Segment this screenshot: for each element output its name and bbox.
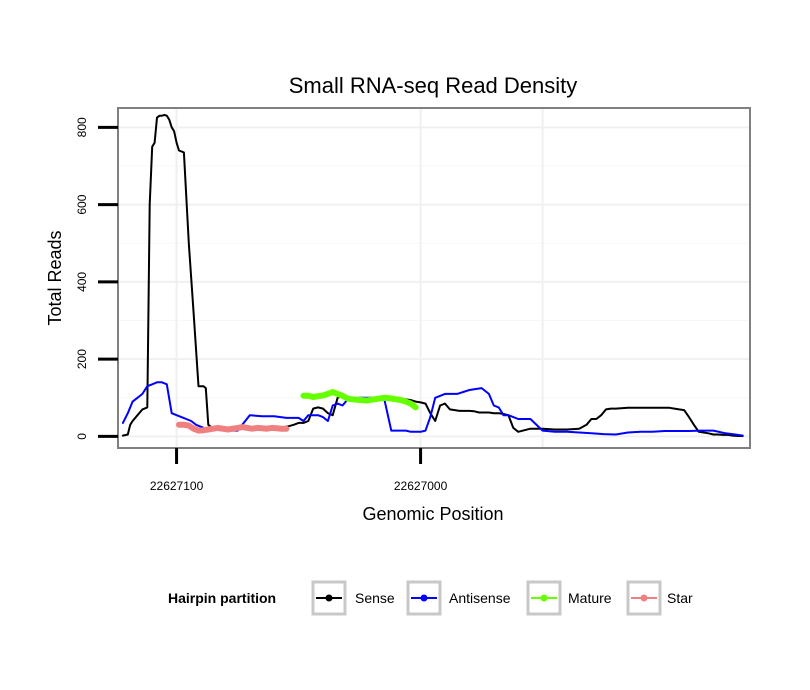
x-tick-label-22627100: 22627100 bbox=[150, 479, 204, 493]
legend-label-antisense: Antisense bbox=[449, 590, 511, 606]
x-axis-label: Genomic Position bbox=[362, 504, 503, 524]
y-tick-label-200: 200 bbox=[75, 349, 89, 369]
legend-item-mature: Mature bbox=[526, 580, 612, 616]
legend-item-star: Star bbox=[626, 580, 693, 616]
grid-lines bbox=[119, 109, 749, 447]
x-axis: 22627100 22627000 bbox=[150, 448, 448, 493]
legend: Hairpin partition Sense Antisense Mature St… bbox=[168, 580, 693, 616]
y-tick-label-800: 800 bbox=[75, 117, 89, 137]
legend-title: Hairpin partition bbox=[168, 590, 276, 606]
plot-panel bbox=[117, 107, 751, 449]
series-mature-line bbox=[300, 389, 419, 411]
legend-item-antisense: Antisense bbox=[406, 580, 511, 616]
legend-dot-sense bbox=[325, 594, 333, 602]
series-star-line bbox=[176, 421, 290, 434]
y-tick-label-600: 600 bbox=[75, 194, 89, 214]
legend-label-star: Star bbox=[667, 590, 693, 606]
plot-area bbox=[117, 107, 751, 449]
chart-title: Small RNA-seq Read Density bbox=[289, 73, 578, 98]
series-layer bbox=[121, 114, 744, 437]
legend-dot-star bbox=[640, 594, 648, 602]
legend-item-sense: Sense bbox=[311, 580, 395, 616]
y-axis: 0 200 400 600 800 bbox=[75, 117, 118, 440]
y-tick-label-400: 400 bbox=[75, 272, 89, 292]
y-axis-label: Total Reads bbox=[45, 230, 65, 325]
legend-label-sense: Sense bbox=[355, 590, 395, 606]
x-tick-label-22627000: 22627000 bbox=[394, 479, 448, 493]
legend-label-mature: Mature bbox=[568, 590, 612, 606]
legend-dot-mature bbox=[540, 594, 548, 602]
legend-dot-antisense bbox=[420, 594, 428, 602]
y-tick-label-0: 0 bbox=[75, 433, 89, 440]
